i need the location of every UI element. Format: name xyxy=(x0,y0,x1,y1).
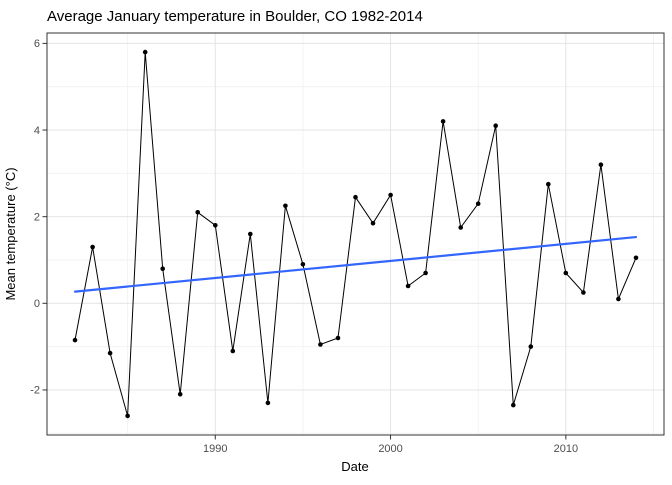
data-point xyxy=(528,344,534,349)
data-point xyxy=(493,123,499,128)
data-point xyxy=(248,231,253,237)
data-point xyxy=(318,342,323,347)
data-point xyxy=(107,350,113,356)
trend-line xyxy=(73,235,638,293)
x-tick-label: 2010 xyxy=(554,443,578,455)
data-point xyxy=(458,225,464,230)
data-point xyxy=(335,335,341,341)
x-tick-label: 2000 xyxy=(378,443,402,455)
data-point xyxy=(388,192,393,198)
gridlines xyxy=(47,33,664,435)
data-point xyxy=(353,194,358,200)
data-series xyxy=(72,49,639,419)
data-point xyxy=(475,201,481,206)
data-point xyxy=(581,290,586,295)
y-axis-label: Mean temperature (°C) xyxy=(3,167,18,300)
data-point xyxy=(563,270,569,276)
data-point xyxy=(195,210,200,215)
data-point xyxy=(511,402,516,408)
data-point xyxy=(125,413,130,419)
data-point xyxy=(598,162,604,167)
data-point xyxy=(213,223,218,228)
y-tick-label: -2 xyxy=(30,385,40,397)
data-point xyxy=(160,266,165,272)
y-tick-label: 2 xyxy=(34,211,40,223)
data-point xyxy=(546,181,551,187)
y-tick-label: 0 xyxy=(34,298,40,310)
data-point xyxy=(283,203,288,209)
data-line xyxy=(74,52,637,417)
data-point xyxy=(616,296,621,302)
panel-border xyxy=(46,32,665,436)
chart-title: Average January temperature in Boulder, … xyxy=(47,8,423,25)
axis-tick-labels: 1990 2000 2010 -2 0 2 4 6 xyxy=(30,38,578,455)
data-point xyxy=(72,337,78,343)
x-tick-label: 1990 xyxy=(203,443,227,455)
data-point xyxy=(633,255,639,261)
data-point xyxy=(265,400,271,406)
data-point xyxy=(90,244,95,250)
axis-ticks xyxy=(42,42,567,440)
y-tick-label: 6 xyxy=(34,38,40,50)
data-point xyxy=(142,49,148,55)
data-point xyxy=(177,392,183,397)
data-point xyxy=(230,348,236,354)
data-point xyxy=(440,119,446,124)
data-point xyxy=(405,283,411,289)
data-point xyxy=(423,270,428,276)
data-point xyxy=(370,220,376,226)
y-tick-label: 4 xyxy=(34,125,40,137)
x-axis-label: Date xyxy=(341,459,368,474)
data-point xyxy=(300,262,306,267)
